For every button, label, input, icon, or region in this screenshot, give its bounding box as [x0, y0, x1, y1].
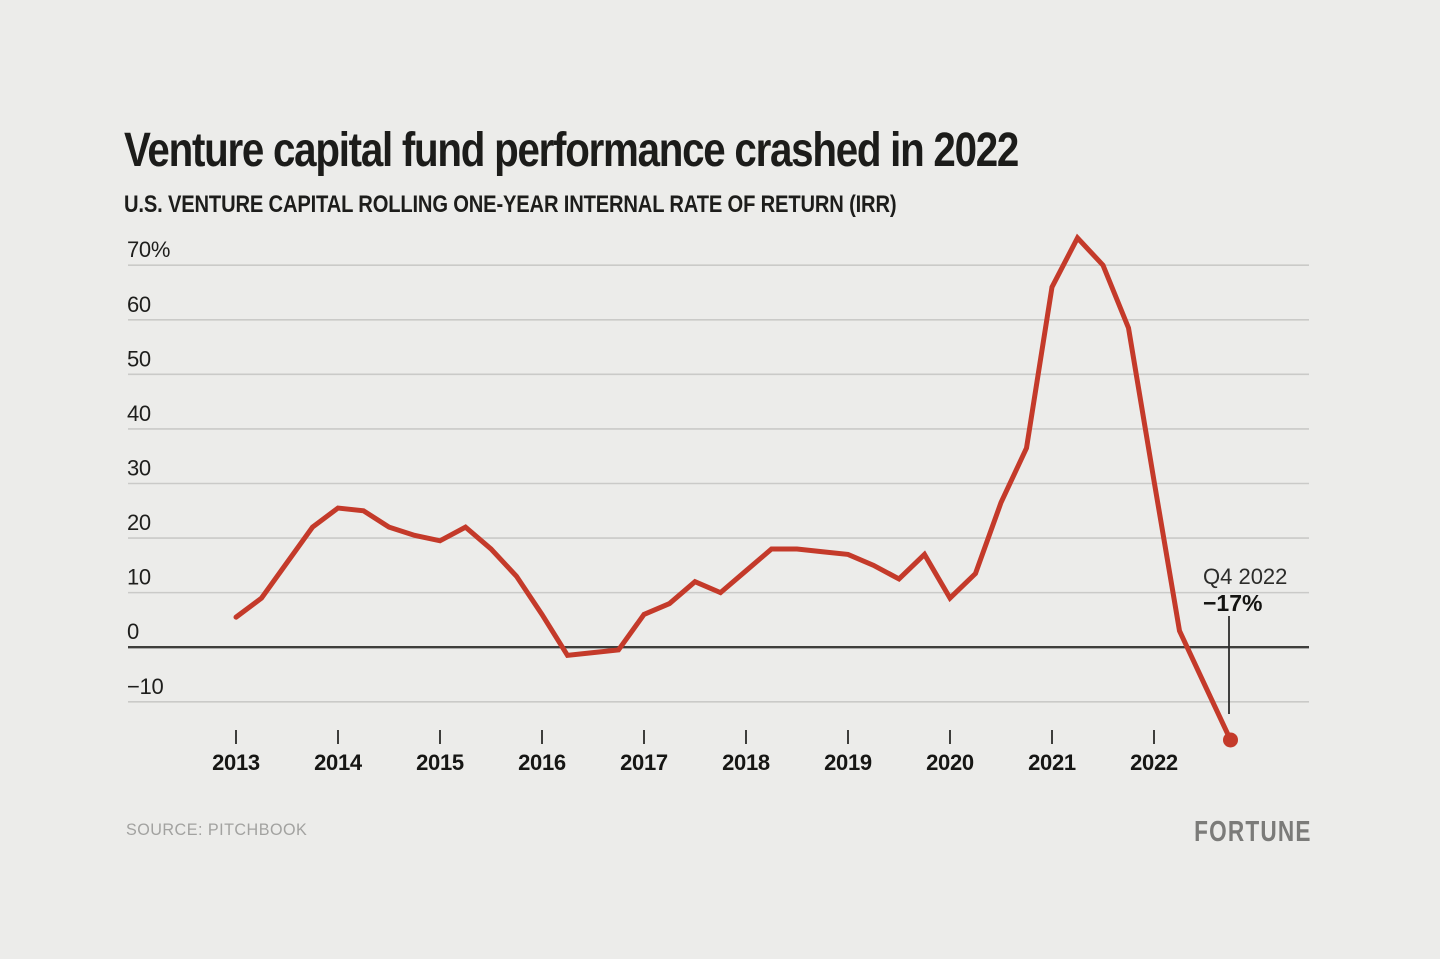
x-axis-label: 2017 [620, 750, 668, 775]
y-axis-label: 50 [127, 346, 151, 371]
x-axis-label: 2021 [1028, 750, 1076, 775]
fortune-logo: FORTUNE [1194, 816, 1312, 848]
x-axis-label: 2016 [518, 750, 566, 775]
x-axis-label: 2020 [926, 750, 974, 775]
y-axis-label: 70% [127, 237, 170, 262]
x-axis-label: 2018 [722, 750, 770, 775]
y-axis-label: 20 [127, 510, 151, 535]
x-axis-label: 2015 [416, 750, 464, 775]
annotation-period: Q4 2022 [1203, 564, 1288, 589]
page-title: Venture capital fund performance crashed… [124, 124, 1019, 177]
annotation-value: −17% [1203, 590, 1263, 616]
y-axis-label: 10 [127, 565, 151, 590]
x-axis-label: 2014 [314, 750, 363, 775]
y-axis-label: 0 [127, 619, 139, 644]
endpoint-dot [1223, 732, 1238, 748]
y-axis-label: 60 [127, 292, 151, 317]
y-axis-label: 30 [127, 455, 151, 480]
y-axis-label: 40 [127, 401, 151, 426]
y-axis-label: −10 [127, 674, 163, 699]
x-axis-label: 2013 [212, 750, 260, 775]
chart-subtitle: U.S. VENTURE CAPITAL ROLLING ONE-YEAR IN… [124, 191, 897, 218]
source-note: SOURCE: PITCHBOOK [126, 820, 308, 839]
x-axis-label: 2019 [824, 750, 872, 775]
endpoint-annotation: Q4 2022 −17% [1203, 564, 1287, 616]
x-axis-label: 2022 [1130, 750, 1178, 775]
irr-line [233, 233, 1233, 743]
